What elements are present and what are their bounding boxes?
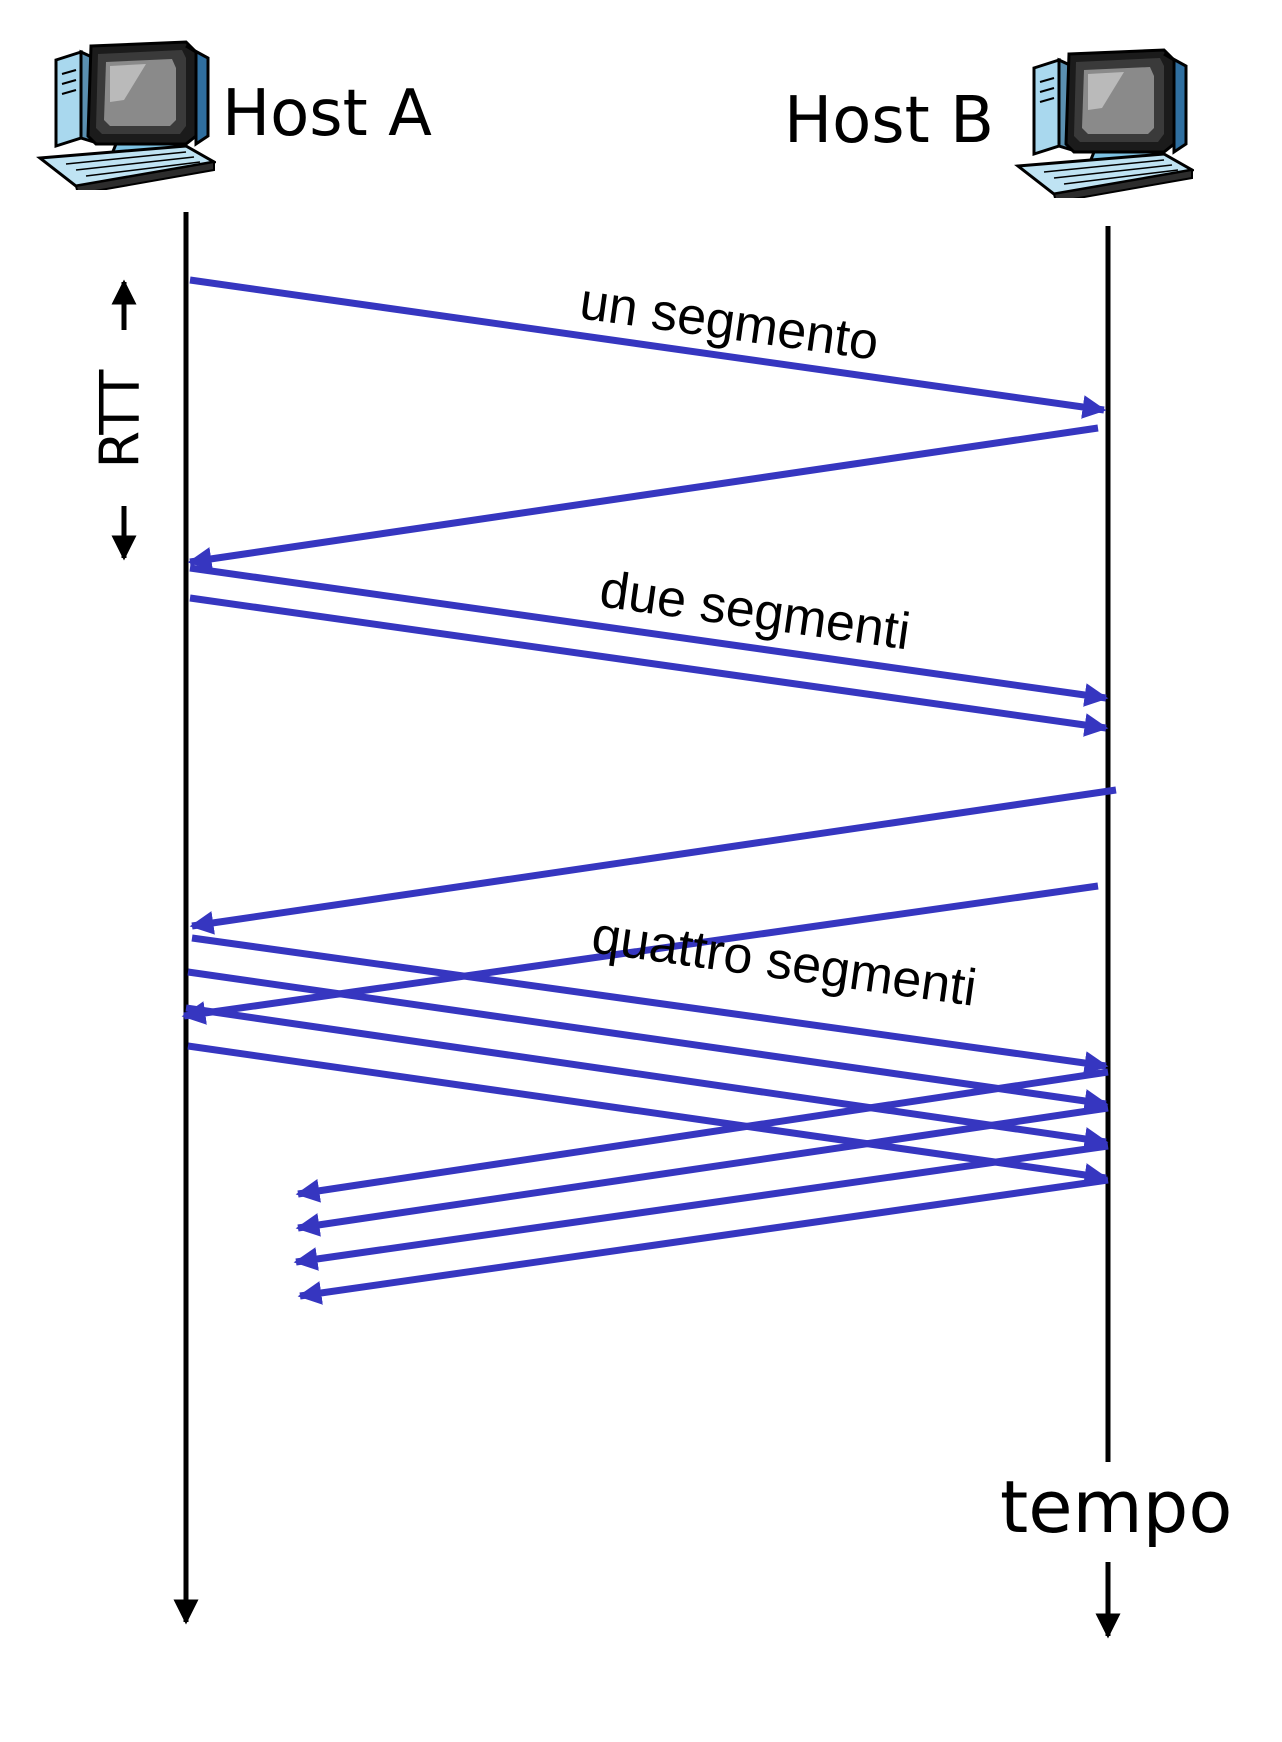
host-a-header: Host A bbox=[38, 40, 432, 190]
ack-arrow bbox=[293, 1142, 1109, 1271]
host-b-label: Host B bbox=[784, 84, 994, 158]
segment-arrow bbox=[189, 276, 1107, 419]
segment-arrow bbox=[185, 1004, 1109, 1151]
ack-arrow bbox=[295, 1104, 1109, 1237]
round-1-messages: un segmento bbox=[187, 272, 1107, 571]
ack-arrow bbox=[297, 1176, 1109, 1305]
rtt-label: RTT bbox=[89, 369, 152, 469]
ack-arrow bbox=[187, 424, 1099, 571]
segment-arrow bbox=[187, 1042, 1109, 1187]
segment-arrow bbox=[189, 594, 1109, 737]
round-3-messages: quattro segmenti bbox=[185, 906, 1109, 1305]
segment-arrow bbox=[191, 934, 1109, 1075]
time-label: tempo bbox=[1000, 1465, 1232, 1549]
desktop-computer-icon bbox=[38, 40, 216, 190]
segment-arrow bbox=[189, 564, 1109, 707]
ack-arrow bbox=[189, 786, 1117, 935]
desktop-computer-icon bbox=[1016, 48, 1194, 198]
segment-arrow bbox=[187, 968, 1109, 1113]
host-a-label: Host A bbox=[222, 77, 432, 151]
host-b-header: Host B bbox=[784, 48, 1194, 198]
rtt-indicator: RTT bbox=[89, 279, 152, 561]
ack-arrow bbox=[295, 1068, 1109, 1203]
